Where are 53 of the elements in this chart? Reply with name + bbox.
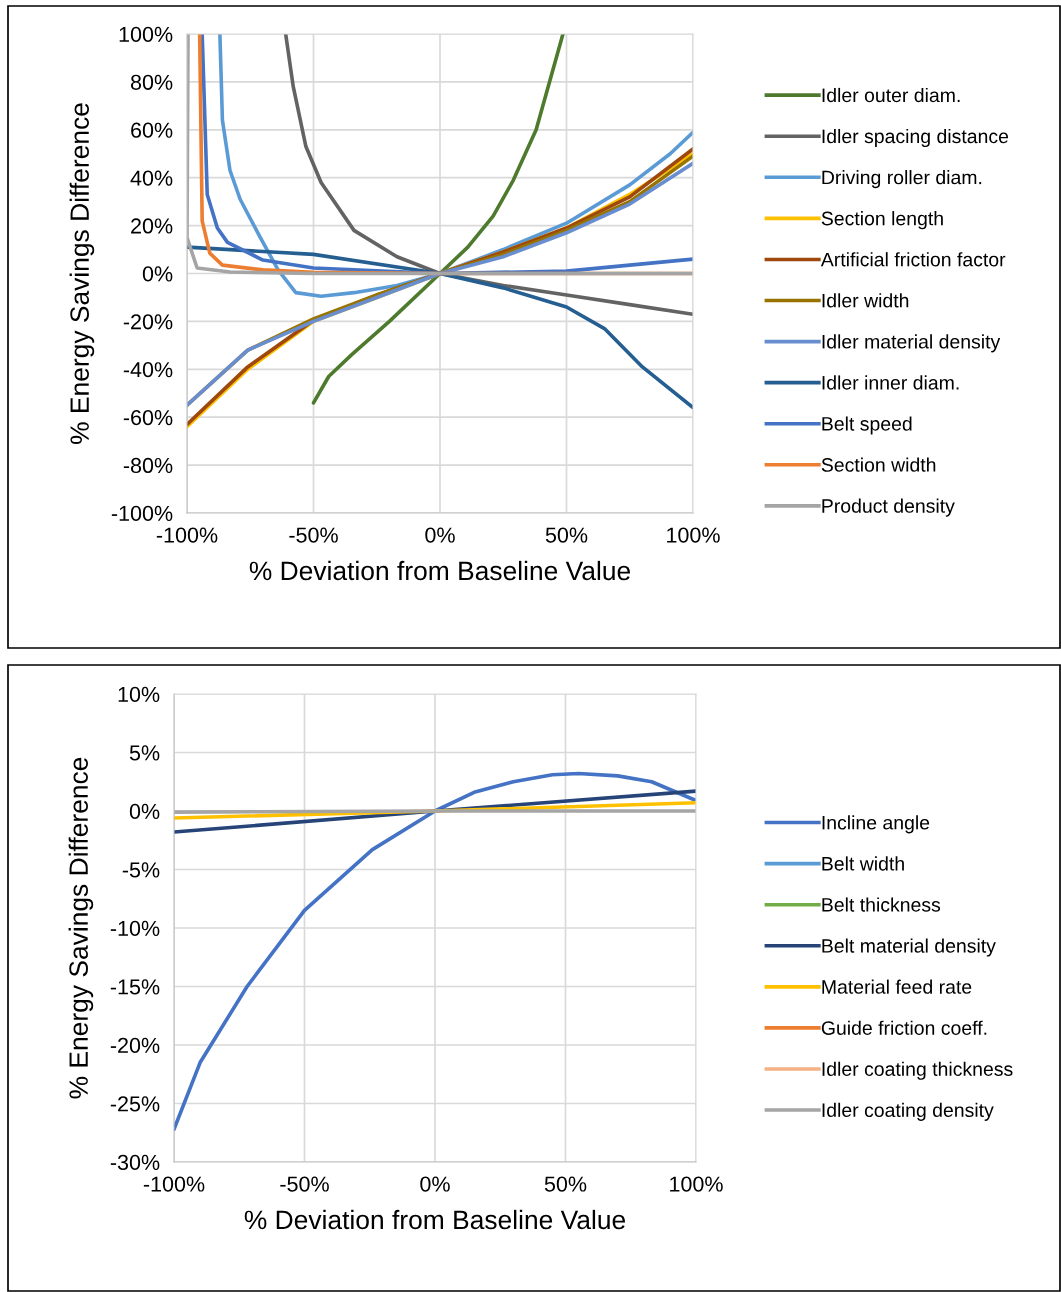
legend-label: Belt thickness — [822, 897, 941, 912]
legend-label: Idler coating thickness — [822, 1061, 1013, 1080]
y-tick-label: 40% — [130, 170, 173, 186]
legend-label: Section width — [821, 457, 936, 472]
legend-label: Idler coating density — [822, 1102, 994, 1121]
y-tick-label: 0% — [129, 803, 160, 820]
x-axis-title: % Deviation from Baseline Value — [244, 1209, 626, 1230]
legend-label: Product density — [822, 498, 955, 517]
y-tick-label: -100% — [111, 505, 173, 522]
legend-label: Idler spacing distance — [822, 128, 1009, 148]
y-axis-title: % Energy Savings Difference — [68, 757, 94, 1099]
y-tick-label: -10% — [110, 920, 160, 937]
x-tick-label: 100% — [667, 527, 720, 543]
legend-label: Belt width — [822, 856, 904, 871]
x-tick-label: 0% — [420, 1176, 450, 1192]
y-tick-label: 0% — [142, 266, 173, 282]
y-tick-label: -15% — [110, 979, 160, 995]
y-tick-label: -80% — [123, 457, 173, 474]
x-axis-title: % Deviation from Baseline Value — [249, 560, 631, 581]
x-tick-label: -50% — [289, 527, 338, 543]
x-tick-label: 50% — [545, 527, 588, 543]
x-tick-label: 0% — [425, 527, 455, 543]
legend-label: Idler inner diam. — [822, 375, 959, 390]
legend-label: Belt speed — [822, 416, 912, 435]
y-tick-label: 10% — [118, 686, 160, 703]
y-tick-label: 20% — [131, 218, 173, 234]
y-tick-label: -30% — [110, 1154, 160, 1171]
x-tick-label: -50% — [280, 1176, 329, 1192]
legend-label: Guide friction coeff. — [821, 1020, 987, 1035]
x-tick-label: 50% — [544, 1176, 587, 1192]
legend-label: Material feed rate — [822, 979, 972, 994]
y-tick-label: -40% — [123, 362, 173, 378]
legend-label: Belt material density — [822, 938, 996, 957]
legend-label: Section length — [821, 211, 943, 230]
legend-label: Artificial friction factor — [820, 252, 1006, 267]
y-tick-label: 60% — [131, 122, 173, 138]
y-axis-title: % Energy Savings Difference — [69, 103, 95, 444]
legend-label: Idler material density — [822, 334, 1001, 353]
legend-label: Incline angle — [822, 815, 930, 834]
y-tick-label: -20% — [110, 1037, 160, 1054]
y-tick-label: -25% — [110, 1096, 160, 1112]
legend-label: Idler outer diam. — [822, 87, 960, 103]
y-tick-label: -5% — [122, 862, 160, 878]
y-tick-label: 80% — [130, 74, 173, 90]
y-tick-label: 100% — [119, 26, 173, 43]
y-tick-label: -20% — [123, 314, 173, 330]
y-tick-label: 5% — [129, 745, 160, 761]
x-tick-label: -100% — [143, 1176, 205, 1192]
legend-label: Idler width — [822, 293, 909, 308]
y-tick-label: -60% — [123, 409, 173, 426]
x-tick-label: -100% — [156, 527, 218, 543]
legend-label: Driving roller diam. — [822, 170, 982, 189]
x-tick-label: 100% — [670, 1176, 723, 1192]
